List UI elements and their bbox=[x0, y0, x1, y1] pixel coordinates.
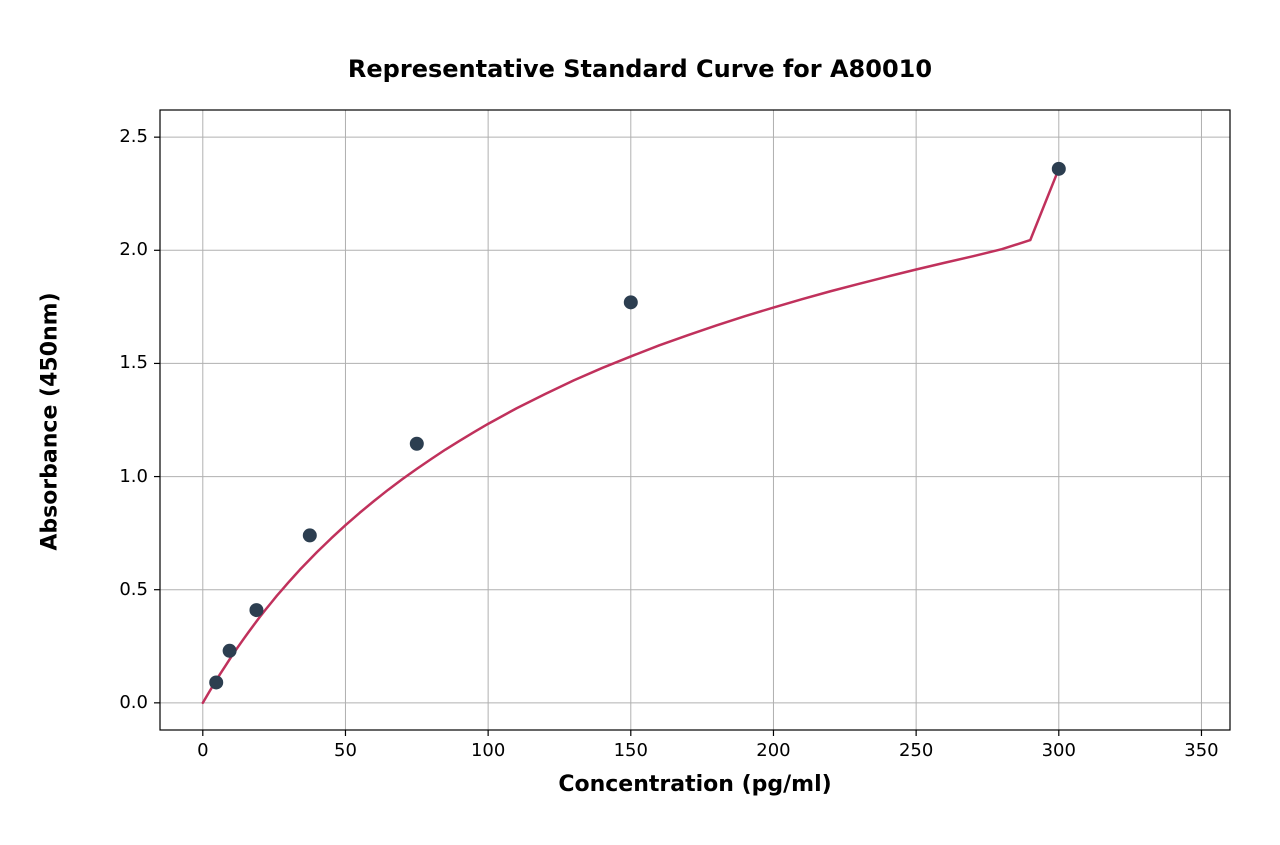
x-tick-label: 0 bbox=[183, 740, 223, 761]
x-tick-label: 250 bbox=[896, 740, 936, 761]
y-tick-label: 0.0 bbox=[119, 692, 148, 713]
y-tick-label: 0.5 bbox=[119, 579, 148, 600]
x-tick-label: 100 bbox=[468, 740, 508, 761]
x-tick-label: 350 bbox=[1181, 740, 1221, 761]
x-tick-label: 200 bbox=[753, 740, 793, 761]
y-axis-label: Absorbance (450nm) bbox=[38, 112, 63, 732]
x-tick-label: 150 bbox=[611, 740, 651, 761]
y-tick-label: 1.5 bbox=[119, 352, 148, 373]
y-tick-label: 2.5 bbox=[119, 126, 148, 147]
x-tick-label: 300 bbox=[1039, 740, 1079, 761]
figure: Representative Standard Curve for A80010… bbox=[0, 0, 1280, 845]
plot-area bbox=[0, 0, 1280, 845]
x-axis-label: Concentration (pg/ml) bbox=[160, 772, 1230, 797]
y-tick-label: 2.0 bbox=[119, 239, 148, 260]
x-tick-label: 50 bbox=[325, 740, 365, 761]
y-tick-label: 1.0 bbox=[119, 466, 148, 487]
